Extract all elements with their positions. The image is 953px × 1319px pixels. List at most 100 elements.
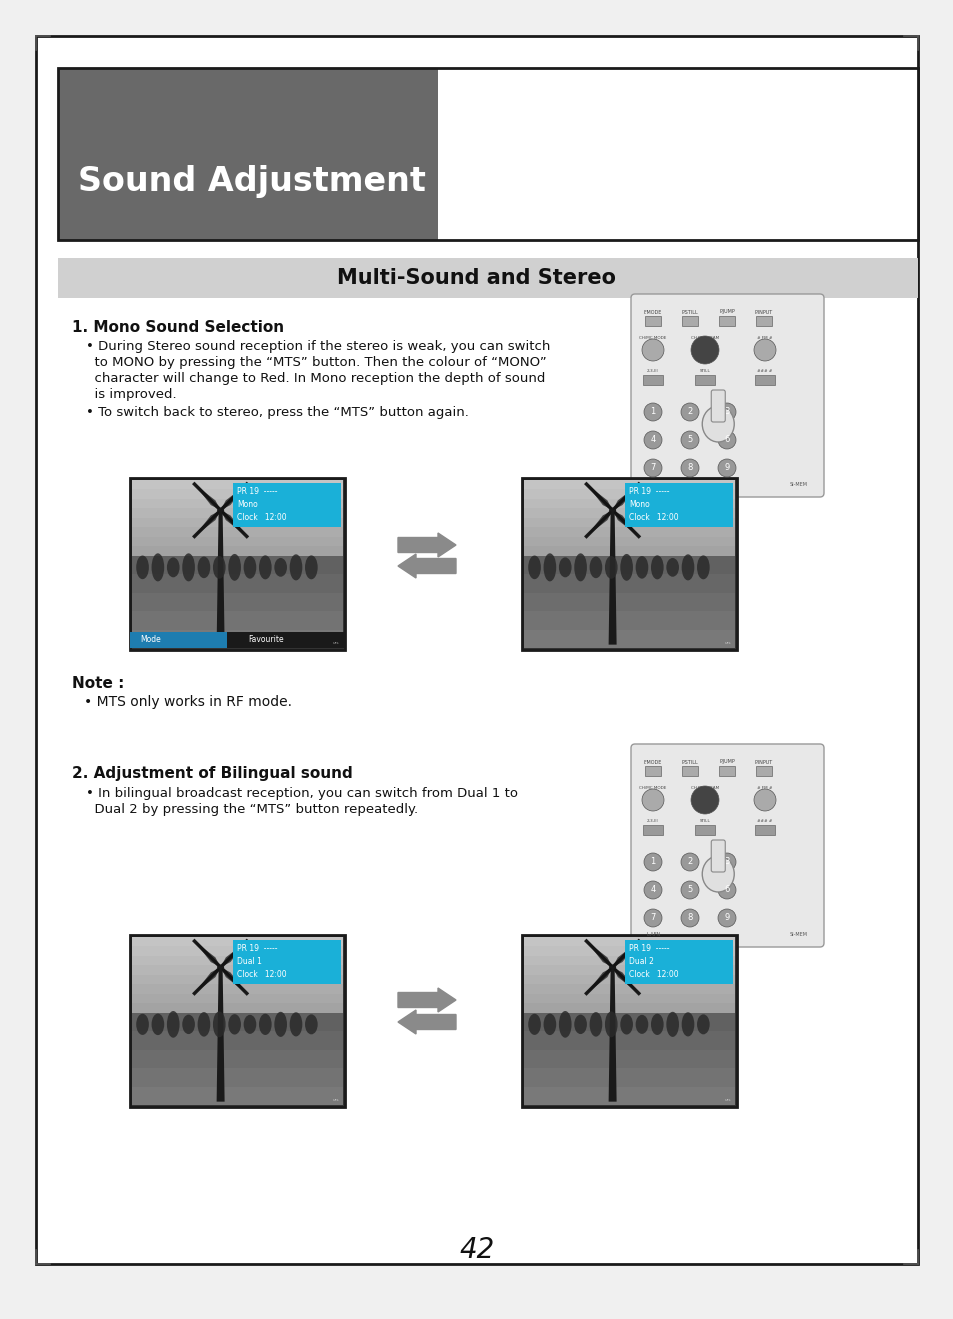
Ellipse shape: [136, 555, 149, 579]
Bar: [523, 611, 734, 629]
Bar: [644, 317, 660, 326]
Ellipse shape: [274, 558, 287, 576]
Bar: [523, 555, 734, 648]
Text: 7: 7: [650, 463, 655, 472]
Text: Clock   12:00: Clock 12:00: [237, 513, 287, 522]
Polygon shape: [220, 967, 247, 993]
Bar: [132, 966, 343, 975]
Ellipse shape: [619, 554, 632, 580]
Bar: [132, 499, 343, 508]
Text: ### #: ### #: [757, 369, 772, 373]
Bar: [132, 1031, 343, 1050]
Text: PR 19  -----: PR 19 -----: [237, 944, 277, 954]
Ellipse shape: [604, 1012, 617, 1037]
Polygon shape: [612, 510, 639, 537]
Circle shape: [643, 459, 661, 477]
FancyBboxPatch shape: [711, 390, 724, 422]
Ellipse shape: [167, 558, 179, 578]
Polygon shape: [612, 484, 639, 510]
Bar: [132, 1004, 343, 1013]
Circle shape: [680, 459, 699, 477]
Ellipse shape: [665, 558, 679, 576]
Bar: [523, 555, 734, 574]
Text: 42: 42: [459, 1236, 494, 1264]
Ellipse shape: [681, 1012, 694, 1037]
Text: P.JUMP: P.JUMP: [719, 310, 734, 314]
Text: Note :: Note :: [71, 677, 124, 691]
Bar: [523, 518, 734, 528]
Ellipse shape: [167, 1012, 179, 1038]
Text: STILL: STILL: [699, 369, 710, 373]
Ellipse shape: [243, 1014, 256, 1034]
Bar: [58, 259, 917, 298]
Bar: [132, 546, 343, 555]
Bar: [695, 375, 714, 385]
Bar: [642, 824, 662, 835]
Text: PR 19  -----: PR 19 -----: [237, 487, 277, 496]
Ellipse shape: [217, 508, 224, 513]
Bar: [132, 1013, 343, 1031]
Ellipse shape: [650, 555, 663, 579]
Text: Dual 1: Dual 1: [237, 958, 262, 966]
Bar: [719, 766, 734, 776]
Text: L-AFN: L-AFN: [646, 933, 660, 938]
Text: 6: 6: [723, 885, 729, 894]
Bar: [523, 1004, 734, 1013]
Bar: [523, 936, 734, 947]
Polygon shape: [216, 967, 224, 1101]
Ellipse shape: [305, 555, 317, 579]
Bar: [754, 824, 774, 835]
Bar: [523, 993, 734, 1004]
Text: • During Stereo sound reception if the stereo is weak, you can switch: • During Stereo sound reception if the s…: [86, 340, 550, 353]
Polygon shape: [194, 484, 220, 510]
Text: 2: 2: [687, 857, 692, 867]
Ellipse shape: [701, 406, 734, 442]
Bar: [523, 480, 734, 555]
Polygon shape: [608, 967, 616, 1101]
Ellipse shape: [665, 1012, 679, 1037]
Bar: [132, 592, 343, 611]
Bar: [523, 546, 734, 555]
Text: Mode: Mode: [140, 636, 161, 645]
Text: • MTS only works in RF mode.: • MTS only works in RF mode.: [84, 695, 292, 710]
Polygon shape: [608, 510, 616, 645]
Bar: [523, 1050, 734, 1068]
Bar: [132, 489, 343, 499]
Bar: [523, 499, 734, 508]
Ellipse shape: [574, 554, 586, 582]
Bar: [523, 629, 734, 648]
Text: CH/MC MODE: CH/MC MODE: [639, 336, 666, 340]
Ellipse shape: [635, 1014, 648, 1034]
Bar: [523, 1068, 734, 1087]
Text: PR 19  -----: PR 19 -----: [629, 487, 669, 496]
Text: Sound Adjustment: Sound Adjustment: [78, 165, 425, 198]
FancyBboxPatch shape: [711, 840, 724, 872]
Ellipse shape: [558, 558, 571, 578]
Ellipse shape: [274, 1012, 287, 1037]
Bar: [437, 69, 917, 240]
Text: Multi-Sound and Stereo: Multi-Sound and Stereo: [337, 268, 616, 288]
Text: F.MODE: F.MODE: [643, 310, 661, 314]
Circle shape: [690, 336, 719, 364]
Text: Clock   12:00: Clock 12:00: [629, 513, 679, 522]
Ellipse shape: [558, 1012, 571, 1038]
Bar: [523, 592, 734, 611]
Ellipse shape: [152, 554, 164, 582]
Polygon shape: [220, 940, 247, 967]
Text: Mono: Mono: [629, 500, 649, 509]
Text: 2-3-III: 2-3-III: [646, 819, 659, 823]
Ellipse shape: [182, 1014, 194, 1034]
Bar: [132, 1068, 343, 1087]
Polygon shape: [586, 967, 612, 993]
Bar: [58, 69, 437, 240]
Bar: [523, 936, 734, 1013]
Bar: [132, 611, 343, 629]
FancyBboxPatch shape: [630, 294, 823, 497]
Text: CH/MC MODE: CH/MC MODE: [639, 786, 666, 790]
Bar: [523, 574, 734, 592]
Text: L-AFN: L-AFN: [646, 483, 660, 488]
Bar: [132, 629, 343, 648]
Bar: [624, 940, 732, 984]
Bar: [233, 483, 340, 528]
Text: P.JUMP: P.JUMP: [719, 760, 734, 765]
